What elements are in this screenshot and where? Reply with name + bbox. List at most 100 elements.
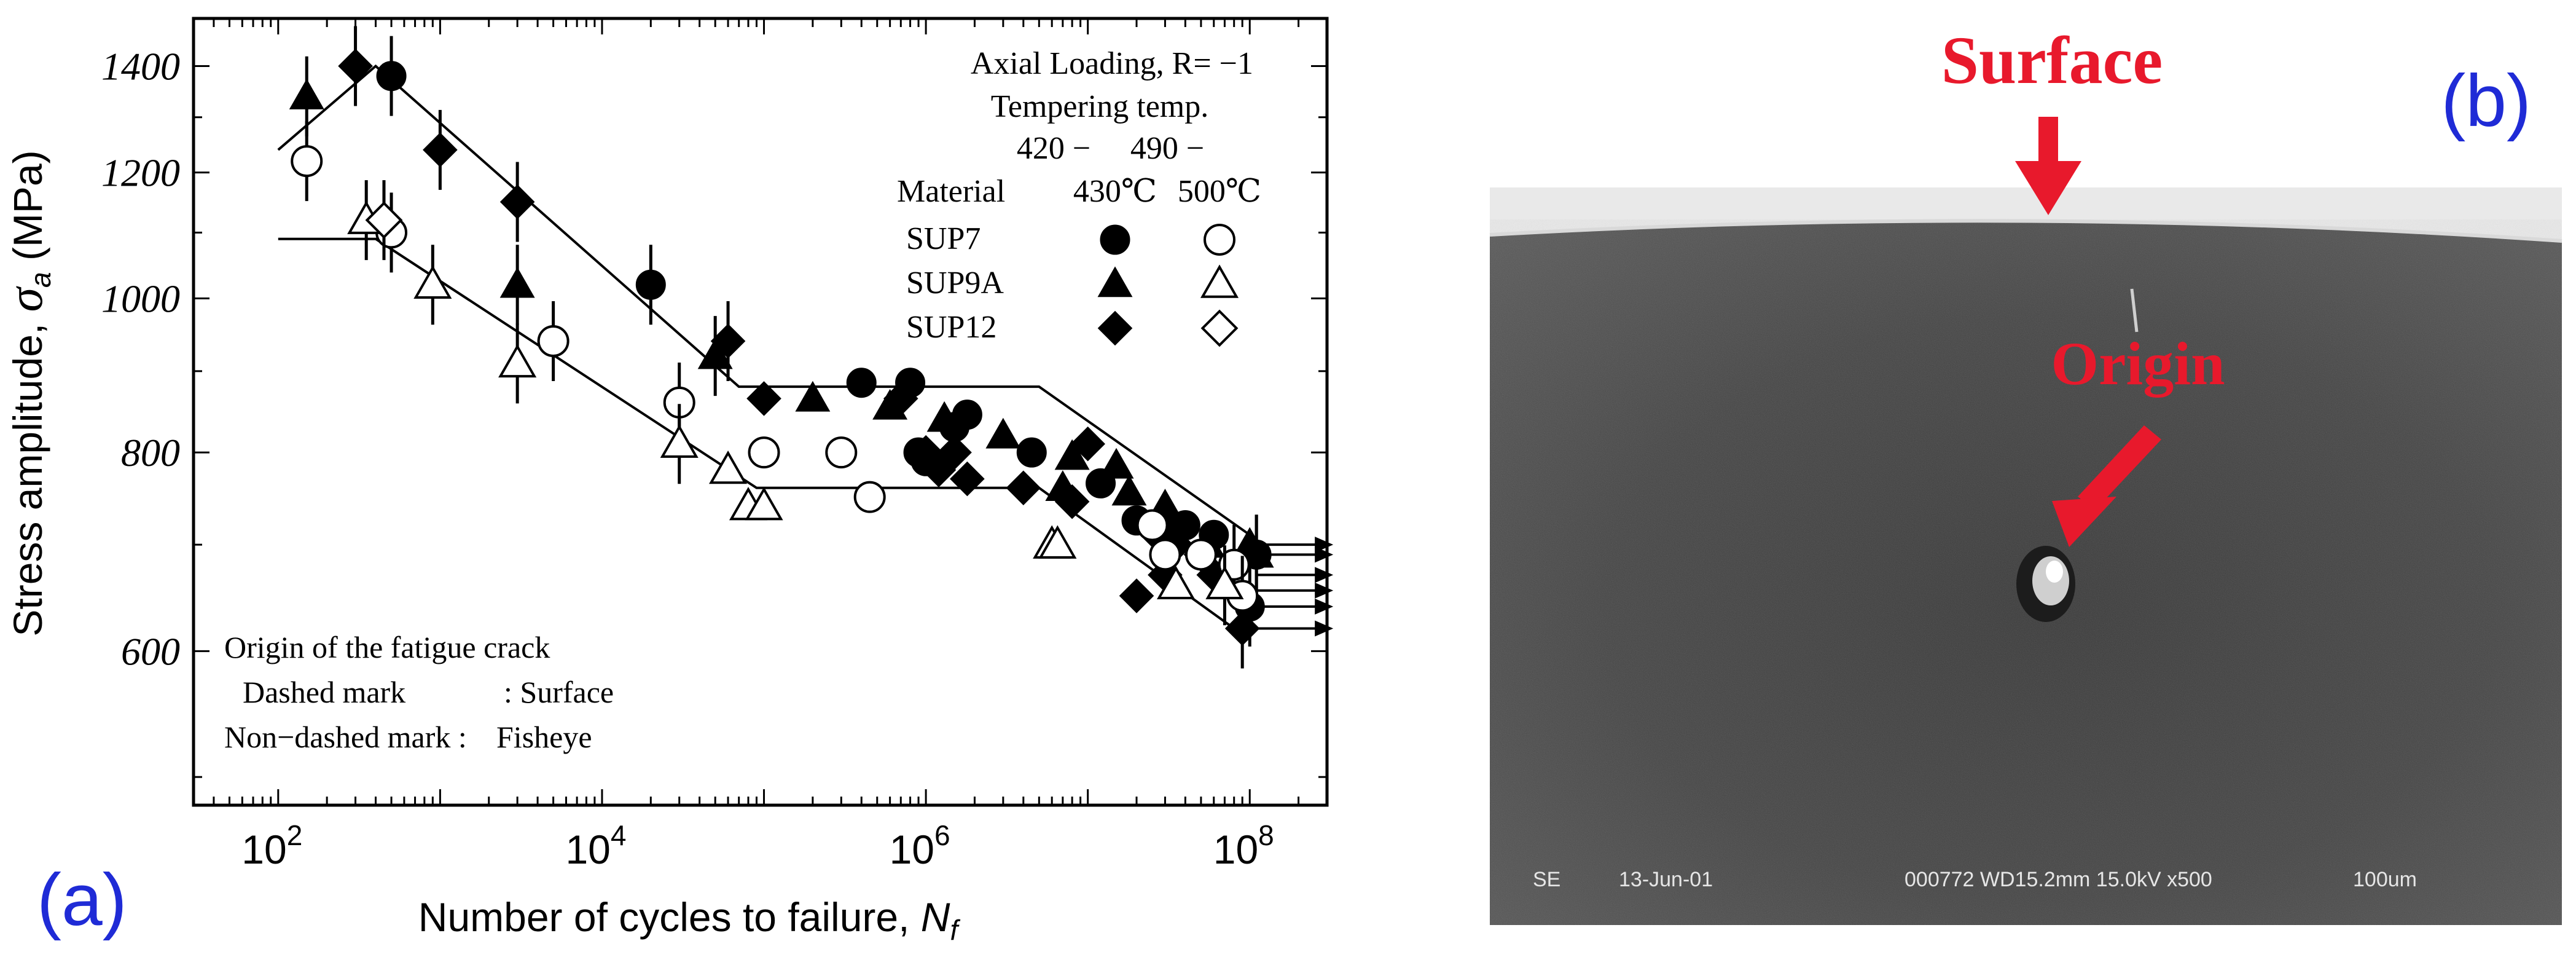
x-axis-label: Number of cycles to failure, Nf xyxy=(418,894,961,946)
crack-origin-note: Origin of the fatigue crack Dashed mark … xyxy=(224,630,614,754)
x-tick-label: 106 xyxy=(890,819,950,872)
sem-date: 13-Jun-01 xyxy=(1619,868,1713,891)
band-upper-line xyxy=(277,64,1251,536)
legend-col-430: 430℃ xyxy=(1073,174,1157,209)
legend-marker-triangle-open xyxy=(1200,264,1239,298)
band-lower-line xyxy=(278,237,1251,641)
legend-marker-circle-open xyxy=(1204,224,1235,256)
note-dashed-val: : Surface xyxy=(504,675,614,709)
point-sup9a-triangle-open xyxy=(709,450,748,484)
tick-labels: 102 104 106 108 600 800 1000 1200 1400 xyxy=(101,45,1274,872)
y-tick-label: 800 xyxy=(121,431,180,475)
point-sup12-diamond-filled xyxy=(746,381,781,416)
surface-label: Surface xyxy=(1941,23,2163,98)
point-sup12-diamond-filled xyxy=(1070,426,1105,462)
point-sup7-circle-open xyxy=(291,145,323,178)
point-sup12-diamond-open xyxy=(365,201,403,239)
note-nondashed-key: Non−dashed mark : xyxy=(224,720,467,754)
point-sup7-circle-filled xyxy=(1016,437,1047,468)
point-sup12-diamond-filled xyxy=(710,323,746,359)
fractograph-photo: (b) SE 13-Jun-01 000772 WD15.2mm 15.0kV … xyxy=(1489,23,2562,926)
point-sup9a-triangle-filled xyxy=(1098,447,1134,479)
legend: Axial Loading, R= −1 Tempering temp. 420… xyxy=(897,46,1261,347)
point-sup12-diamond-filled xyxy=(1054,484,1090,519)
legend-marker-diamond-open xyxy=(1200,309,1239,347)
runout-arrow-head xyxy=(1315,567,1334,583)
point-sup12-diamond-filled xyxy=(937,435,972,470)
point-sup7-circle-open xyxy=(537,325,570,357)
runout-arrow-head xyxy=(1315,582,1334,599)
legend-row-sup7: SUP7 xyxy=(906,221,981,256)
point-sup12-diamond-filled xyxy=(950,461,985,497)
sem-scale: 100um xyxy=(2353,868,2417,891)
point-sup12-diamond-filled xyxy=(338,49,373,84)
legend-row-sup9a: SUP9A xyxy=(906,266,1004,301)
legend-row-sup12: SUP12 xyxy=(906,310,996,345)
point-sup9a-triangle-open xyxy=(413,265,452,299)
surface-rim xyxy=(1489,219,2562,243)
panel-b-label: (b) xyxy=(2441,60,2531,142)
fisheye-origin xyxy=(2016,546,2075,622)
point-sup9a-triangle-filled xyxy=(1111,475,1147,506)
point-sup9a-triangle-filled xyxy=(926,401,962,432)
runout-arrow-head xyxy=(1315,620,1334,637)
surface-arrow xyxy=(2015,117,2081,215)
point-sup7-circle-open xyxy=(825,436,858,469)
point-sup9a-triangle-open xyxy=(745,487,783,521)
sem-footer: SE 13-Jun-01 000772 WD15.2mm 15.0kV x500… xyxy=(1533,868,2417,891)
point-sup9a-triangle-filled xyxy=(289,79,324,109)
origin-label: Origin xyxy=(2051,329,2225,398)
legend-tempering-title: Tempering temp. xyxy=(991,89,1208,124)
point-sup7-circle-open xyxy=(1136,509,1169,542)
note-title: Origin of the fatigue crack xyxy=(224,630,550,664)
y-tick-label: 1400 xyxy=(101,45,180,89)
legend-col-500: 500℃ xyxy=(1178,174,1261,209)
runout-arrow-head xyxy=(1315,598,1334,615)
legend-marker-circle-filled xyxy=(1100,224,1130,255)
plot-frame xyxy=(192,17,1329,807)
point-sup12-diamond-filled xyxy=(1119,578,1154,613)
point-sup9a-triangle-open xyxy=(660,424,699,458)
note-dashed-key: Dashed mark xyxy=(243,675,405,709)
sem-mode: SE xyxy=(1533,868,1560,891)
y-axis-label: Stress amplitude, σa (MPa) xyxy=(0,150,57,636)
point-sup12-diamond-filled xyxy=(1006,470,1041,506)
point-sup12-diamond-filled xyxy=(883,381,918,416)
y-tick-label: 1200 xyxy=(101,151,180,195)
point-sup9a-triangle-filled xyxy=(985,417,1021,449)
point-sup7-circle-filled xyxy=(846,368,877,398)
point-sup9a-triangle-open xyxy=(1205,565,1244,599)
band-lines xyxy=(277,64,1251,641)
legend-marker-diamond-filled xyxy=(1097,310,1133,346)
x-tick-label: 108 xyxy=(1213,819,1274,872)
x-tick-label: 104 xyxy=(565,819,626,872)
point-sup9a-triangle-open xyxy=(498,344,537,378)
legend-marker-triangle-filled xyxy=(1097,266,1133,297)
axis-ticks xyxy=(192,17,1328,805)
point-sup9a-triangle-filled xyxy=(795,380,831,412)
legend-temp-range-1: 420 − xyxy=(1017,131,1090,166)
origin-arrow xyxy=(2052,425,2161,547)
runout-arrows xyxy=(1256,537,1334,637)
point-sup9a-triangle-open xyxy=(1157,565,1196,599)
point-sup7-circle-open xyxy=(1149,538,1181,571)
legend-temp-range-2: 490 − xyxy=(1130,131,1204,166)
point-sup7-circle-open xyxy=(748,436,780,469)
y-tick-label: 1000 xyxy=(101,277,180,320)
point-sup9a-triangle-filled xyxy=(1054,439,1090,470)
point-sup7-circle-open xyxy=(1184,538,1217,571)
legend-material-header: Material xyxy=(897,174,1005,209)
legend-markers xyxy=(1097,224,1239,347)
note-nondashed-val: Fisheye xyxy=(496,720,592,754)
point-sup7-circle-filled xyxy=(376,61,407,92)
y-tick-label: 600 xyxy=(121,629,180,673)
point-sup7-circle-filled xyxy=(635,269,666,300)
x-tick-label: 102 xyxy=(241,819,302,872)
point-sup9a-triangle-open xyxy=(1038,525,1077,559)
point-sup12-diamond-filled xyxy=(499,184,535,219)
runout-arrow-head xyxy=(1315,546,1334,563)
sn-chart: 102 104 106 108 600 800 1000 1200 1400 Number of… xyxy=(0,17,1334,946)
point-sup12-diamond-filled xyxy=(423,132,458,168)
